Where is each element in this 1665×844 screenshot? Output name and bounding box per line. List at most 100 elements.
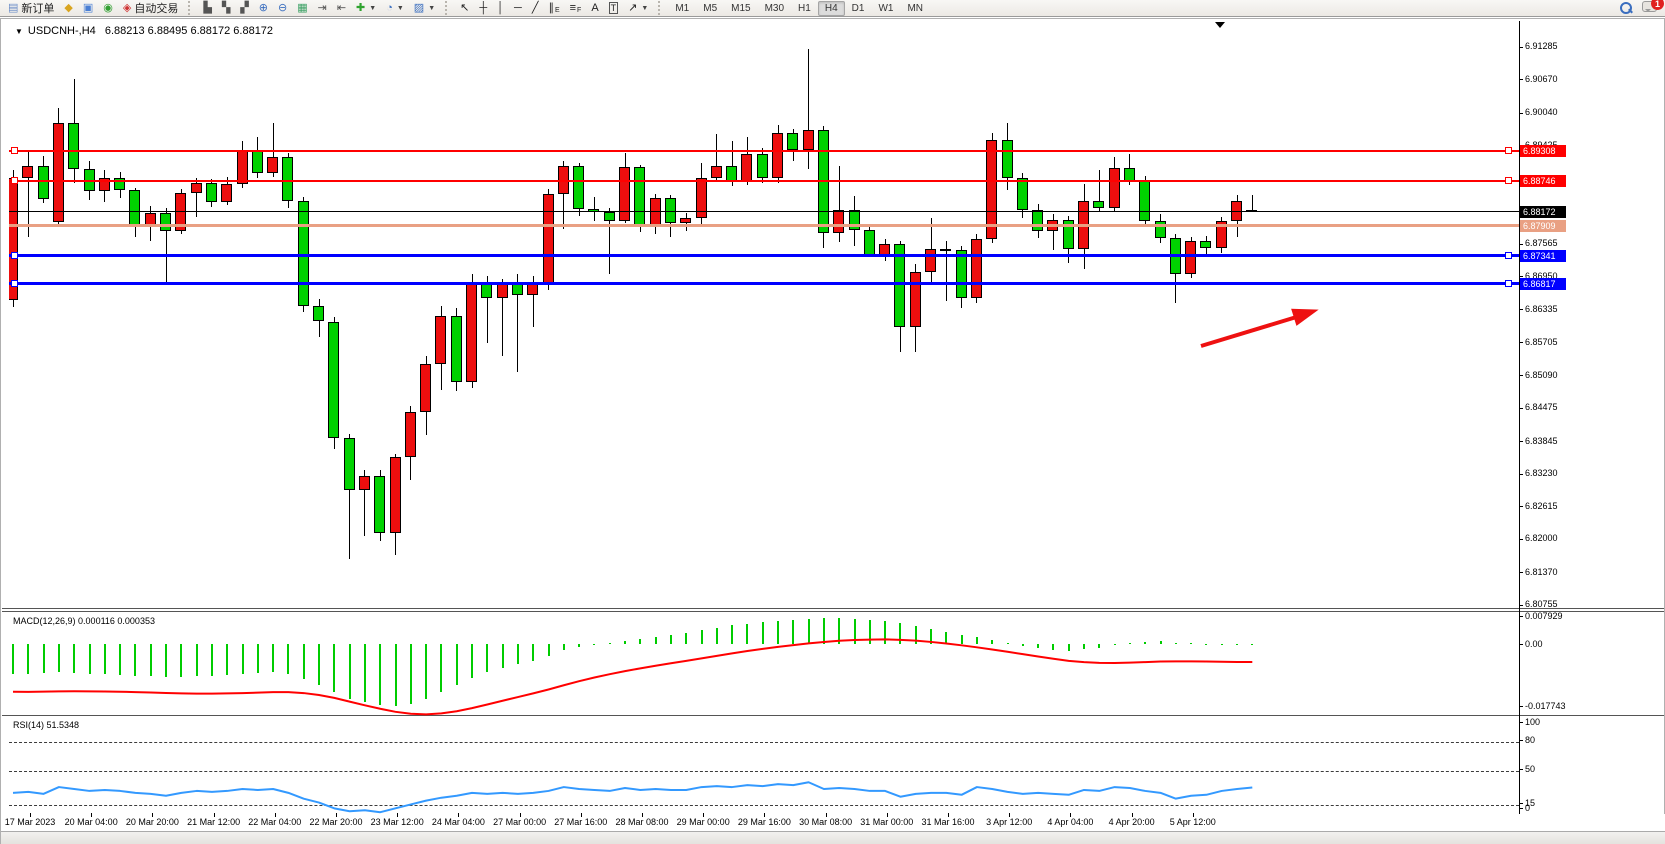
bear-candle bbox=[160, 212, 171, 232]
notifications-button[interactable]: 1 bbox=[1642, 0, 1664, 15]
bear-candle bbox=[205, 182, 217, 202]
icon-subscript: E bbox=[554, 7, 560, 14]
timeframe-button-m30[interactable]: M30 bbox=[764, 2, 785, 14]
support-line-2[interactable] bbox=[9, 282, 1519, 285]
bear-candle bbox=[1139, 180, 1151, 221]
pane-separator[interactable] bbox=[2, 608, 1664, 609]
macd-histogram-bar bbox=[715, 627, 718, 644]
current-price-line[interactable] bbox=[9, 211, 1519, 213]
tile-windows-icon: ▦ bbox=[297, 1, 308, 14]
navigator-button[interactable]: ◉ bbox=[98, 1, 118, 16]
text-label-button[interactable]: T bbox=[604, 1, 624, 16]
candle-wick bbox=[196, 178, 198, 217]
trendline-button[interactable]: ╱ bbox=[527, 1, 544, 16]
support-line-2-right-marker[interactable] bbox=[1505, 279, 1512, 287]
macd-histogram-bar bbox=[501, 644, 504, 668]
macd-histogram-bar bbox=[777, 620, 779, 644]
support-line-1-left-marker[interactable] bbox=[11, 251, 18, 259]
support-line-1-right-marker[interactable] bbox=[1505, 251, 1512, 259]
candle-wick bbox=[731, 141, 733, 187]
candle-wick bbox=[532, 276, 534, 327]
market-watch-button[interactable]: ◆ bbox=[59, 1, 77, 16]
new-order-button[interactable]: ▤ 新订单 bbox=[3, 1, 59, 16]
horizontal-line-button[interactable]: ─ bbox=[509, 1, 527, 16]
zoom-in-button[interactable]: ⊕ bbox=[254, 1, 273, 16]
tile-windows-button[interactable]: ▦ bbox=[292, 1, 312, 16]
resistance-line-1[interactable] bbox=[9, 150, 1519, 153]
bear-candle bbox=[863, 229, 875, 255]
candlestick-chart-button[interactable]: ▚ bbox=[217, 1, 235, 16]
price-chart-pane[interactable] bbox=[9, 21, 1519, 607]
bear-candle bbox=[114, 178, 126, 191]
candle-wick bbox=[609, 207, 611, 274]
periods-button[interactable]: ◔ ▼ bbox=[381, 1, 409, 16]
templates-icon: ▨ bbox=[413, 1, 425, 14]
timeframe-button-m15[interactable]: M15 bbox=[731, 2, 751, 14]
price-axis-tick bbox=[1519, 309, 1523, 311]
timeframe-button-m5[interactable]: M5 bbox=[703, 2, 718, 14]
text-button[interactable]: A bbox=[586, 1, 603, 16]
candlestick-chart-icon: ▚ bbox=[221, 1, 231, 14]
time-axis-label: 20 Mar 04:00 bbox=[64, 817, 118, 827]
chart-dropdown-icon[interactable]: ▼ bbox=[15, 27, 23, 36]
notification-badge: 1 bbox=[1651, 0, 1664, 10]
resistance-line-2-right-marker[interactable] bbox=[1505, 177, 1512, 185]
chevron-down-icon[interactable]: ▼ bbox=[641, 4, 649, 12]
vertical-line-button[interactable]: │ bbox=[492, 1, 509, 16]
cursor-button[interactable]: ↖ bbox=[455, 1, 474, 16]
timeframe-button-mn[interactable]: MN bbox=[907, 2, 923, 14]
resistance-line-2-left-marker[interactable] bbox=[11, 177, 18, 185]
indicators-button[interactable]: ✚ ▼ bbox=[351, 1, 381, 16]
price-level-badge: 6.86817 bbox=[1520, 277, 1566, 290]
macd-histogram-bar bbox=[547, 644, 550, 656]
bull-candle bbox=[466, 281, 477, 383]
macd-histogram-bar bbox=[1113, 644, 1116, 646]
equidistant-channel-button[interactable]: ∥ E bbox=[543, 1, 564, 16]
pane-separator[interactable] bbox=[2, 715, 1664, 716]
autotrade-button[interactable]: ◈ 自动交易 bbox=[118, 1, 183, 16]
bull-candle bbox=[236, 150, 248, 184]
macd-histogram-bar bbox=[624, 640, 626, 644]
resistance-line-1-left-marker[interactable] bbox=[11, 147, 18, 155]
resistance-line-2[interactable] bbox=[9, 180, 1519, 183]
candle-wick bbox=[593, 196, 595, 221]
macd-pane[interactable] bbox=[9, 613, 1519, 714]
time-axis[interactable]: 17 Mar 2023 20 Mar 04:00 20 Mar 20:00 21 Ma… bbox=[1, 813, 1665, 831]
bull-candle bbox=[527, 284, 539, 295]
support-line-2-left-marker[interactable] bbox=[11, 279, 18, 287]
scroll-to-end-button[interactable]: ⇥ bbox=[313, 1, 332, 16]
crosshair-button[interactable]: ┼ bbox=[474, 1, 492, 16]
chevron-down-icon[interactable]: ▼ bbox=[396, 4, 404, 12]
timeframe-button-h1[interactable]: H1 bbox=[798, 2, 811, 14]
rsi-axis-tick bbox=[1519, 722, 1523, 723]
timeframe-button-h4[interactable]: H4 bbox=[817, 0, 845, 16]
price-axis[interactable]: 6.91285 6.90670 6.90040 6.89425 6.87565 6.869… bbox=[1519, 21, 1665, 832]
zoom-out-button[interactable]: ⊖ bbox=[273, 1, 292, 16]
data-window-button[interactable]: ▣ bbox=[78, 1, 98, 16]
auto-scroll-button[interactable]: ⇤ bbox=[332, 1, 351, 16]
bull-candle bbox=[435, 316, 447, 364]
line-chart-button[interactable]: ▞ bbox=[235, 1, 253, 16]
bars-chart-button[interactable]: ▙ bbox=[198, 1, 216, 16]
cursor-icon: ↖ bbox=[460, 1, 470, 14]
templates-button[interactable]: ▨ ▼ bbox=[409, 1, 440, 16]
macd-histogram-bar bbox=[746, 623, 749, 644]
timeframe-button-m1[interactable]: M1 bbox=[675, 2, 690, 14]
fibonacci-button[interactable]: ≡ F bbox=[565, 1, 587, 16]
macd-histogram-bar bbox=[1205, 644, 1208, 645]
timeframe-button-w1[interactable]: W1 bbox=[878, 2, 894, 14]
time-axis-label: 17 Mar 2023 bbox=[4, 817, 56, 827]
arrows-button[interactable]: ↗ ▼ bbox=[623, 1, 653, 16]
autotrade-icon: ◈ bbox=[122, 1, 132, 14]
search-icon[interactable] bbox=[1620, 2, 1632, 14]
resistance-line-1-right-marker[interactable] bbox=[1505, 147, 1512, 155]
chart-shift-marker[interactable] bbox=[1215, 22, 1225, 28]
rsi-pane[interactable] bbox=[9, 718, 1519, 814]
chevron-down-icon[interactable]: ▼ bbox=[428, 4, 436, 12]
pivot-line[interactable] bbox=[9, 224, 1519, 228]
chevron-down-icon[interactable]: ▼ bbox=[369, 4, 377, 12]
support-line-1[interactable] bbox=[9, 254, 1519, 258]
timeframe-button-d1[interactable]: D1 bbox=[851, 2, 865, 14]
time-axis-tick bbox=[1070, 813, 1072, 817]
